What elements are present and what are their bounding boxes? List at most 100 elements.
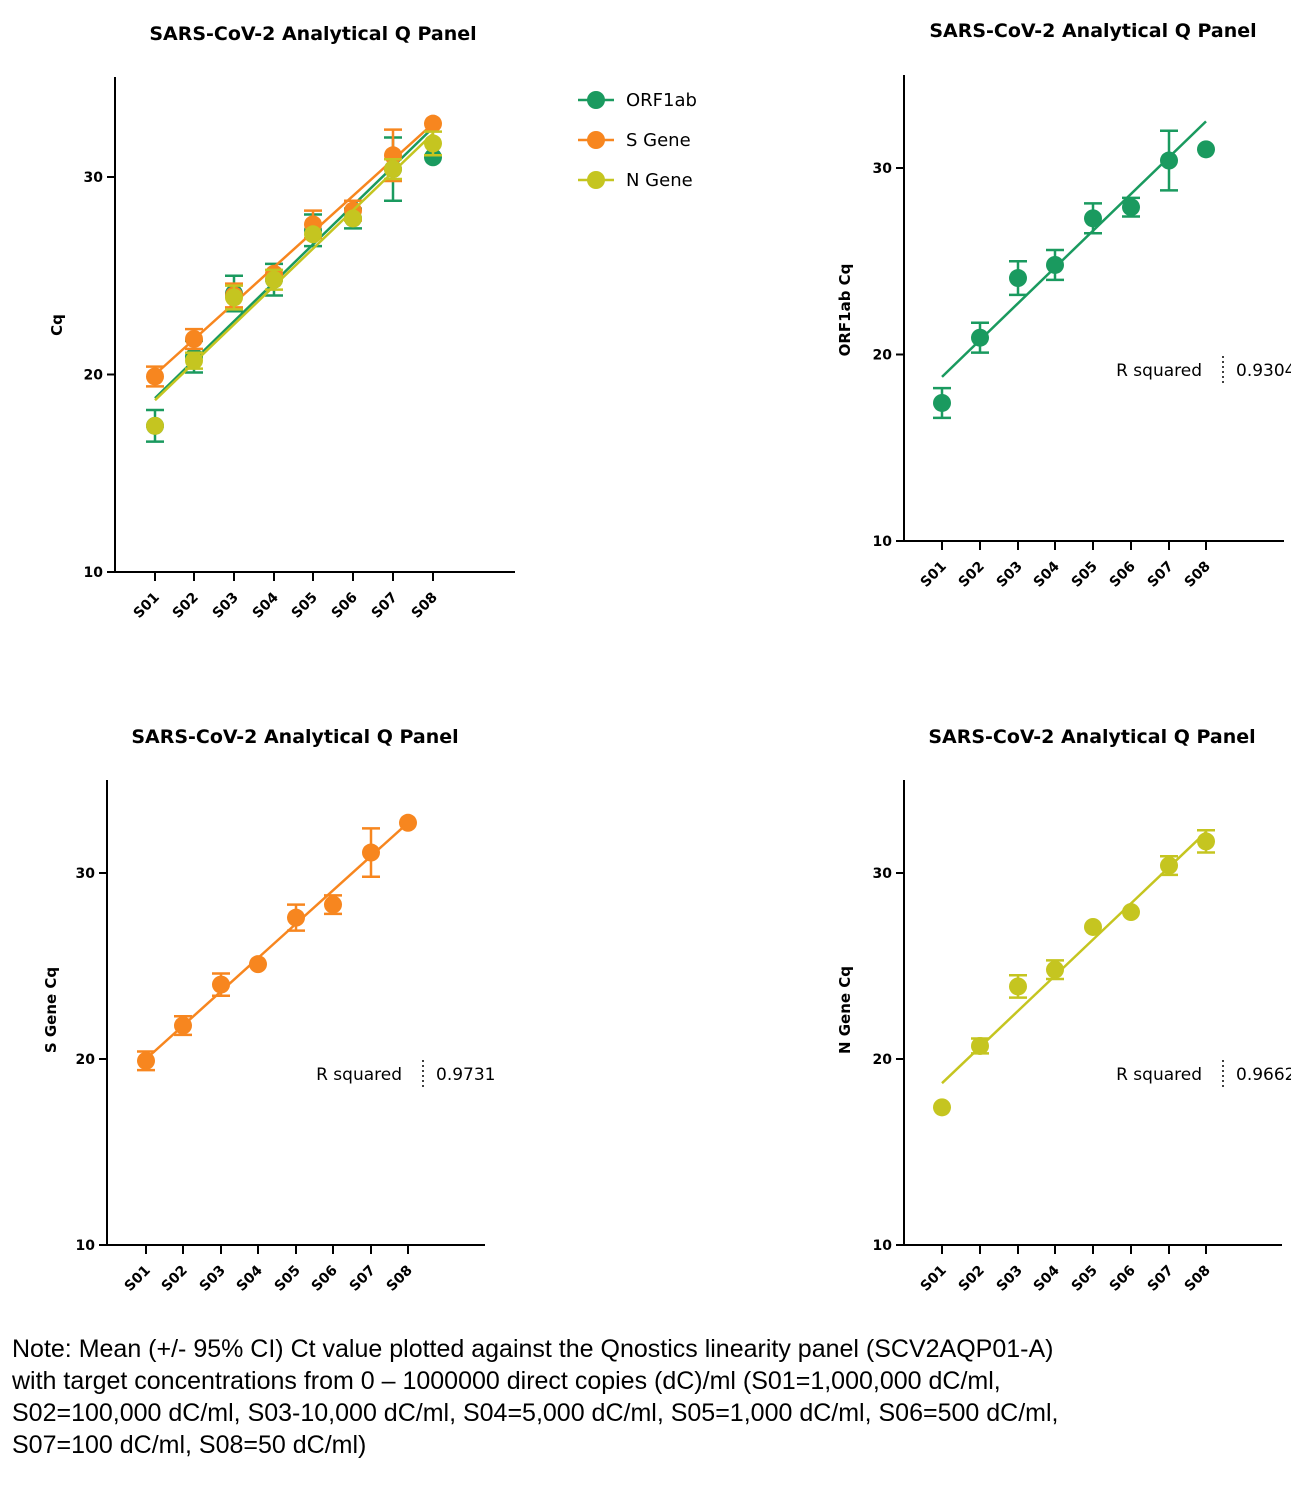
data-point: [344, 209, 362, 228]
r-squared-value: 0.9731: [436, 1065, 495, 1085]
x-tick-label: S04: [1031, 558, 1063, 590]
chart-panel-1: SARS-CoV-2 Analytical Q Panel 10 20 30 Cq S01…: [48, 23, 697, 622]
data-point: [249, 955, 267, 974]
y-axis-label: S Gene Cq: [42, 967, 60, 1053]
data-point: [146, 416, 164, 435]
legend-marker: [587, 171, 605, 189]
y-tick-label: 20: [76, 1052, 96, 1068]
chart-title: SARS-CoV-2 Analytical Q Panel: [131, 726, 458, 748]
y-axis-label: N Gene Cq: [836, 966, 854, 1054]
data-point: [174, 1016, 192, 1035]
y-axis-label: Cq: [48, 314, 66, 336]
data-point: [1122, 198, 1140, 217]
figure: SARS-CoV-2 Analytical Q Panel 10 20 30 Cq S01…: [42, 20, 1291, 1295]
x-tick-label: S03: [994, 559, 1026, 591]
data-point: [971, 328, 989, 347]
x-tick-label: S06: [1107, 1263, 1139, 1295]
data-point: [265, 270, 283, 289]
x-tick-label: S01: [131, 590, 163, 622]
series-s-gene: [137, 813, 417, 1072]
x-tick-label: S06: [309, 1263, 341, 1295]
series-orf1ab: [933, 120, 1215, 420]
data-point: [324, 895, 342, 914]
x-tick-label: S02: [159, 1263, 191, 1295]
x-tick-label: S03: [197, 1263, 229, 1295]
y-tick-label: 30: [84, 170, 104, 186]
data-point: [1160, 151, 1178, 170]
x-tick-label: S05: [1069, 559, 1101, 591]
legend-marker: [587, 91, 605, 109]
r-squared-annotation: R squared 0.9731: [316, 1060, 495, 1088]
data-point: [1160, 856, 1178, 875]
legend-label: ORF1ab: [626, 90, 697, 111]
data-point: [362, 843, 380, 862]
x-tick-label: S02: [956, 559, 988, 591]
y-tick-label: 10: [76, 1238, 96, 1254]
r-squared-label: R squared: [1116, 1065, 1202, 1085]
data-point: [185, 329, 203, 348]
x-tick-label: S05: [272, 1263, 304, 1295]
y-tick-label: 30: [873, 866, 893, 882]
x-tick-label: S01: [918, 559, 950, 591]
data-point: [399, 813, 417, 832]
r-squared-annotation: R squared 0.9662: [1116, 1060, 1291, 1088]
data-point: [1046, 255, 1064, 274]
data-point: [424, 114, 442, 133]
y-tick-label: 30: [873, 161, 893, 177]
data-point: [1197, 140, 1215, 159]
data-point: [137, 1051, 155, 1070]
y-tick-label: 20: [84, 368, 104, 384]
figure-note: Note: Mean (+/- 95% CI) Ct value plotted…: [12, 1335, 1059, 1459]
chart-panel-4: SARS-CoV-2 Analytical Q Panel 10 20 30 N Gen…: [836, 726, 1291, 1295]
data-point: [1122, 903, 1140, 922]
r-squared-label: R squared: [1116, 361, 1202, 381]
data-point: [225, 288, 243, 307]
y-tick-label: 30: [76, 866, 96, 882]
data-point: [424, 148, 442, 167]
x-tick-label: S02: [956, 1263, 988, 1295]
data-point: [212, 975, 230, 994]
data-point: [1009, 977, 1027, 996]
x-tick-label: S05: [289, 590, 321, 622]
r-squared-value: 0.9304: [1236, 361, 1291, 381]
legend-label: N Gene: [626, 170, 693, 191]
chart-title: SARS-CoV-2 Analytical Q Panel: [929, 20, 1256, 42]
y-tick-label: 20: [873, 348, 893, 364]
y-tick-label: 10: [873, 1238, 893, 1254]
data-point: [304, 225, 322, 244]
x-tick-label: S06: [1107, 559, 1139, 591]
x-tick-label: S08: [384, 1263, 416, 1295]
x-tick-label: S08: [409, 590, 441, 622]
data-point: [1084, 209, 1102, 228]
x-tick-label: S07: [369, 590, 401, 622]
x-tick-label: S06: [329, 590, 361, 622]
x-tick-label: S03: [210, 590, 242, 622]
series-n-gene: [933, 828, 1215, 1117]
y-tick-label: 10: [873, 534, 893, 550]
x-tick-label: S08: [1182, 559, 1214, 591]
legend-label: S Gene: [626, 130, 691, 151]
r-squared-annotation: R squared 0.9304: [1116, 356, 1291, 384]
legend: ORF1ab S Gene N Gene: [578, 90, 697, 191]
x-tick-label: S04: [250, 589, 282, 621]
x-tick-label: S04: [1031, 1262, 1063, 1294]
data-point: [933, 1098, 951, 1117]
r-squared-label: R squared: [316, 1065, 402, 1085]
x-tick-label: S01: [122, 1263, 154, 1295]
data-point: [933, 393, 951, 412]
legend-marker: [587, 131, 605, 149]
y-axis-label: ORF1ab Cq: [836, 264, 854, 357]
data-point: [1009, 269, 1027, 288]
x-tick-label: S08: [1182, 1263, 1214, 1295]
x-tick-label: S03: [994, 1263, 1026, 1295]
chart-title: SARS-CoV-2 Analytical Q Panel: [149, 23, 476, 45]
chart-panel-3: SARS-CoV-2 Analytical Q Panel 10 20 30 S Gen…: [42, 726, 495, 1295]
x-tick-label: S07: [1145, 1263, 1177, 1295]
chart-title: SARS-CoV-2 Analytical Q Panel: [928, 726, 1255, 748]
y-tick-label: 20: [873, 1052, 893, 1068]
x-tick-label: S05: [1069, 1263, 1101, 1295]
series-s-gene: [146, 114, 442, 388]
data-point: [287, 908, 305, 927]
series-n-gene: [146, 130, 442, 435]
x-tick-label: S02: [170, 590, 202, 622]
